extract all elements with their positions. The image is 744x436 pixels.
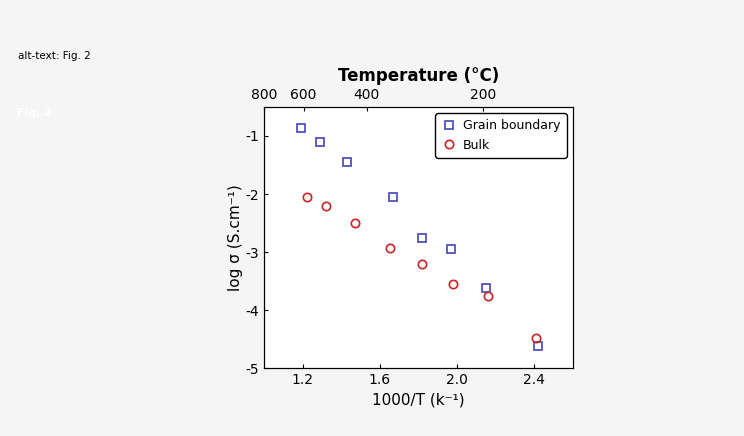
Text: Fig. 2: Fig. 2	[17, 108, 52, 118]
Bulk	[418, 261, 427, 266]
Legend: Grain boundary, Bulk: Grain boundary, Bulk	[435, 113, 567, 158]
Y-axis label: log σ (S.cm⁻¹): log σ (S.cm⁻¹)	[228, 184, 243, 291]
Bulk	[532, 336, 541, 341]
Grain boundary	[418, 235, 427, 240]
Grain boundary	[481, 286, 490, 291]
Grain boundary	[296, 126, 305, 131]
Grain boundary	[533, 344, 542, 349]
Text: alt-text: Fig. 2: alt-text: Fig. 2	[18, 51, 91, 61]
Bulk	[385, 245, 394, 251]
Line: Grain boundary: Grain boundary	[297, 124, 542, 351]
Bulk	[350, 221, 359, 226]
Grain boundary	[389, 194, 398, 200]
Grain boundary	[447, 247, 456, 252]
Grain boundary	[315, 139, 324, 144]
X-axis label: Temperature (°C): Temperature (°C)	[338, 67, 499, 85]
Bulk	[484, 293, 493, 298]
Bulk	[302, 194, 311, 200]
Bulk	[321, 203, 330, 208]
Bulk	[449, 282, 458, 287]
X-axis label: 1000/T (k⁻¹): 1000/T (k⁻¹)	[372, 393, 465, 408]
Line: Bulk: Bulk	[302, 193, 540, 342]
Grain boundary	[343, 160, 352, 165]
